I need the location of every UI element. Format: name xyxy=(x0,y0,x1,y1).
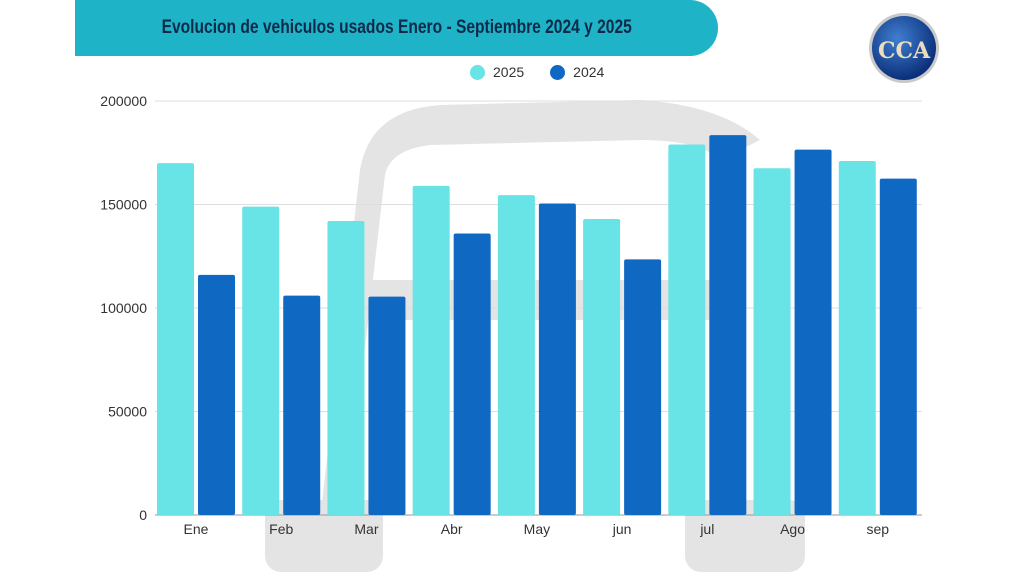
bar-2024-May xyxy=(538,203,576,515)
bar-2025-Ago xyxy=(753,168,791,515)
legend-swatch-2025 xyxy=(470,64,485,80)
bar-2025-Abr xyxy=(412,185,450,515)
legend-swatch-2024 xyxy=(550,64,566,80)
bar-2024-jun xyxy=(624,259,662,515)
x-tick-label: Abr xyxy=(441,521,463,537)
bar-2024-Feb xyxy=(283,295,321,515)
bar-2024-Abr xyxy=(453,233,491,516)
y-tick-label: 200000 xyxy=(100,93,147,109)
title-banner: Evolucion de vehiculos usados Enero - Se… xyxy=(75,0,718,56)
y-tick-label: 150000 xyxy=(100,197,147,213)
bar-2025-sep xyxy=(838,161,876,515)
x-tick-label: Ene xyxy=(184,521,209,537)
x-tick-label: jul xyxy=(699,521,714,537)
bar-2025-May xyxy=(497,195,535,515)
x-tick-label: jun xyxy=(612,521,632,537)
x-tick-label: Ago xyxy=(780,521,805,537)
cca-logo: CCA xyxy=(869,13,939,83)
bar-2025-Feb xyxy=(242,206,280,515)
bar-2025-jul xyxy=(668,144,706,515)
svg-text:CCA: CCA xyxy=(878,38,931,64)
y-tick-label: 50000 xyxy=(108,404,147,420)
legend: 2025 2024 xyxy=(470,64,604,80)
y-tick-label: 100000 xyxy=(100,300,147,316)
bar-2024-sep xyxy=(879,178,917,515)
y-tick-label: 0 xyxy=(139,507,147,523)
bar-2024-jul xyxy=(709,135,747,515)
legend-item-2025: 2025 xyxy=(470,64,524,80)
x-tick-label: sep xyxy=(866,521,889,537)
bar-2024-Ene xyxy=(198,274,235,515)
legend-item-2024: 2024 xyxy=(550,64,604,80)
bar-2025-Ene xyxy=(157,163,194,515)
x-tick-label: May xyxy=(524,521,550,537)
bar-2024-Ago xyxy=(794,149,832,515)
bar-2024-Mar xyxy=(368,296,406,515)
x-tick-label: Feb xyxy=(269,521,293,537)
legend-label-2025: 2025 xyxy=(493,64,525,80)
bar-2025-Mar xyxy=(327,221,365,515)
chart-title: Evolucion de vehiculos usados Enero - Se… xyxy=(161,17,632,38)
legend-label-2024: 2024 xyxy=(573,64,605,80)
x-tick-label: Mar xyxy=(354,521,378,537)
bar-2025-jun xyxy=(583,218,621,516)
